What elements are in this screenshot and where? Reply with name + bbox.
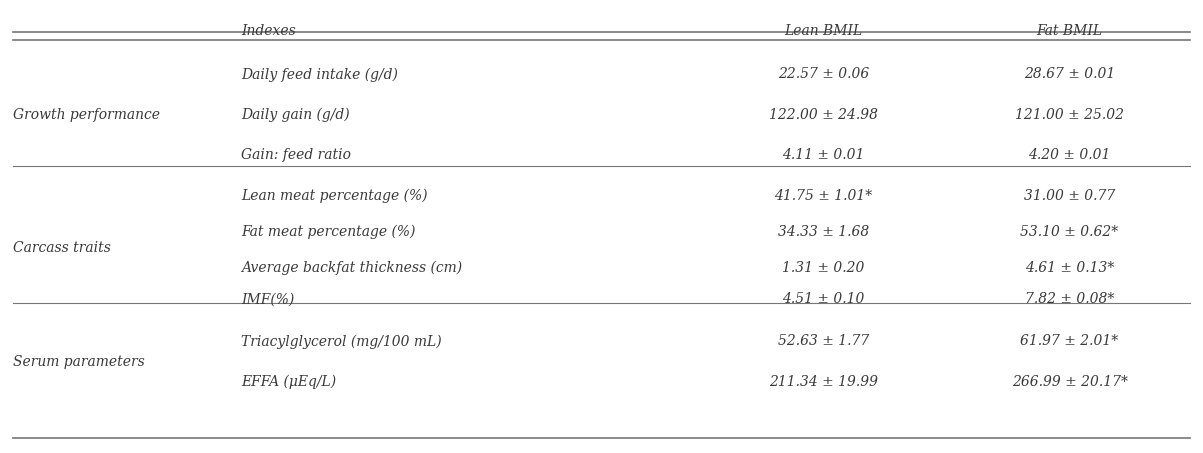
- Text: 7.82 ± 0.08*: 7.82 ± 0.08*: [1025, 293, 1114, 306]
- Text: 4.51 ± 0.10: 4.51 ± 0.10: [782, 293, 865, 306]
- Text: IMF(%): IMF(%): [242, 293, 295, 306]
- Text: 4.61 ± 0.13*: 4.61 ± 0.13*: [1025, 261, 1114, 275]
- Text: Carcass traits: Carcass traits: [13, 241, 111, 255]
- Text: 41.75 ± 1.01*: 41.75 ± 1.01*: [775, 189, 872, 203]
- Text: Average backfat thickness (cm): Average backfat thickness (cm): [242, 261, 463, 275]
- Text: Daily gain (g/d): Daily gain (g/d): [242, 108, 350, 122]
- Text: 61.97 ± 2.01*: 61.97 ± 2.01*: [1020, 334, 1119, 348]
- Text: Fat meat percentage (%): Fat meat percentage (%): [242, 225, 416, 239]
- Text: 34.33 ± 1.68: 34.33 ± 1.68: [778, 225, 869, 239]
- Text: Serum parameters: Serum parameters: [13, 355, 146, 369]
- Text: 121.00 ± 25.02: 121.00 ± 25.02: [1015, 108, 1124, 122]
- Text: Indexes: Indexes: [242, 24, 296, 38]
- Text: 22.57 ± 0.06: 22.57 ± 0.06: [778, 67, 869, 82]
- Text: 28.67 ± 0.01: 28.67 ± 0.01: [1024, 67, 1115, 82]
- Text: EFFA (μEq/L): EFFA (μEq/L): [242, 375, 337, 389]
- Text: 31.00 ± 0.77: 31.00 ± 0.77: [1024, 189, 1115, 203]
- Text: 52.63 ± 1.77: 52.63 ± 1.77: [778, 334, 869, 348]
- Text: 4.20 ± 0.01: 4.20 ± 0.01: [1029, 149, 1110, 162]
- Text: Fat BMIL: Fat BMIL: [1037, 24, 1103, 38]
- Text: Triacylglycerol (mg/100 mL): Triacylglycerol (mg/100 mL): [242, 334, 442, 348]
- Text: Gain: feed ratio: Gain: feed ratio: [242, 149, 351, 162]
- Text: Daily feed intake (g/d): Daily feed intake (g/d): [242, 67, 398, 82]
- Text: 211.34 ± 19.99: 211.34 ± 19.99: [769, 375, 878, 389]
- Text: Lean meat percentage (%): Lean meat percentage (%): [242, 189, 428, 203]
- Text: 266.99 ± 20.17*: 266.99 ± 20.17*: [1012, 375, 1127, 389]
- Text: 122.00 ± 24.98: 122.00 ± 24.98: [769, 108, 878, 122]
- Text: 1.31 ± 0.20: 1.31 ± 0.20: [782, 261, 865, 275]
- Text: 4.11 ± 0.01: 4.11 ± 0.01: [782, 149, 865, 162]
- Text: Lean BMIL: Lean BMIL: [784, 24, 863, 38]
- Text: 53.10 ± 0.62*: 53.10 ± 0.62*: [1020, 225, 1119, 239]
- Text: Growth performance: Growth performance: [13, 108, 160, 122]
